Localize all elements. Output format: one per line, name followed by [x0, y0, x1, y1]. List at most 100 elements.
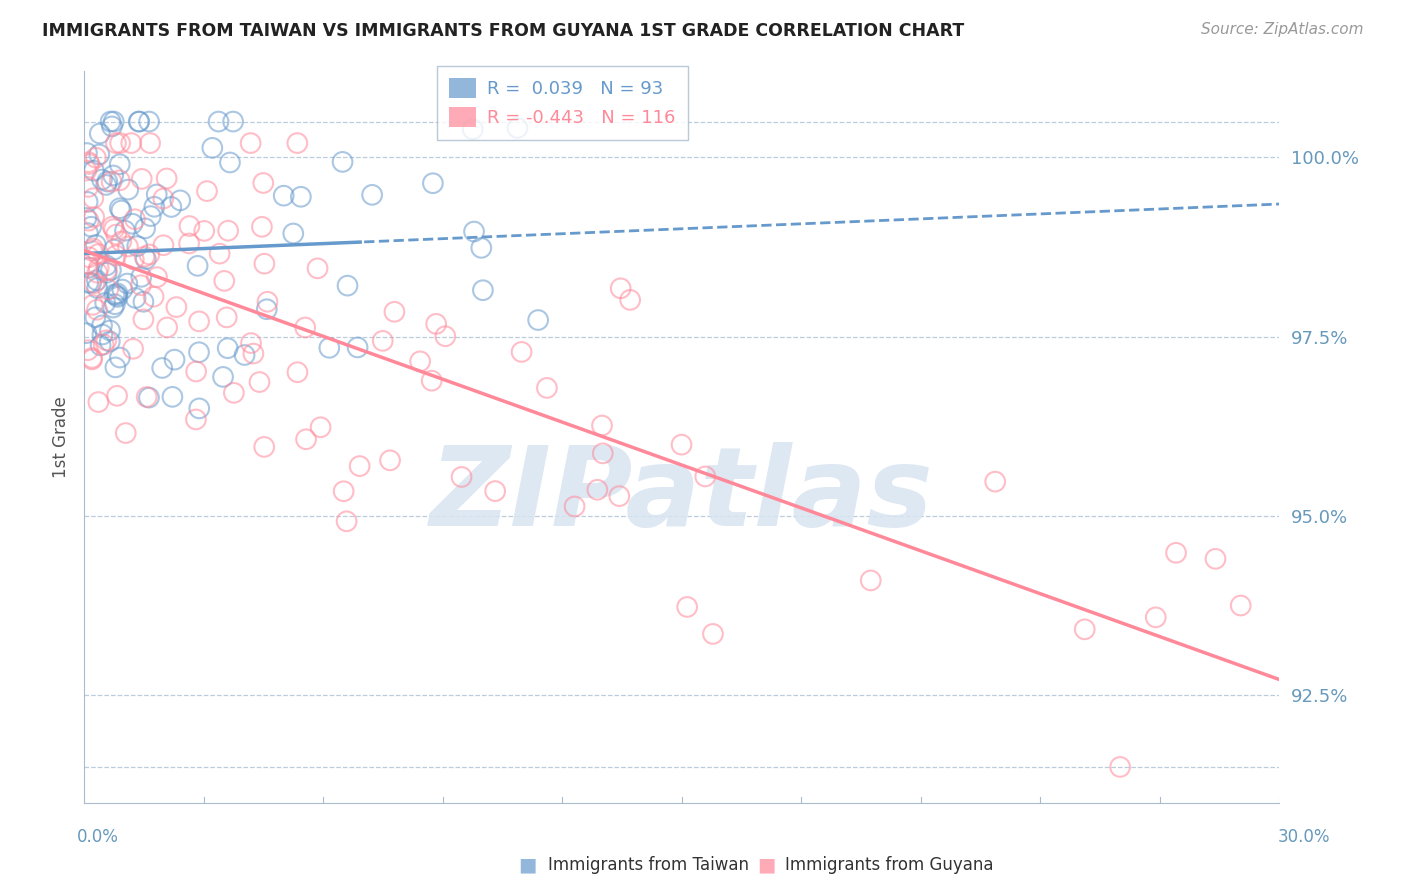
- Point: [207, 114, 229, 128]
- Text: Immigrants from Taiwan: Immigrants from Taiwan: [548, 856, 749, 874]
- Point: [283, 227, 305, 241]
- Point: [76, 146, 98, 161]
- Point: [249, 375, 271, 389]
- Point: [96, 259, 118, 273]
- Point: [139, 209, 162, 223]
- Point: [510, 345, 533, 359]
- Text: ■: ■: [517, 855, 537, 875]
- Point: [222, 385, 245, 400]
- Point: [138, 391, 160, 405]
- Point: [101, 301, 124, 315]
- Point: [201, 141, 224, 155]
- Point: [100, 114, 122, 128]
- Point: [222, 114, 245, 128]
- Point: [138, 114, 160, 128]
- Point: [134, 221, 156, 235]
- Point: [984, 475, 1007, 489]
- Point: [80, 276, 103, 290]
- Point: [619, 293, 641, 307]
- Text: IMMIGRANTS FROM TAIWAN VS IMMIGRANTS FROM GUYANA 1ST GRADE CORRELATION CHART: IMMIGRANTS FROM TAIWAN VS IMMIGRANTS FRO…: [42, 22, 965, 40]
- Point: [349, 459, 371, 474]
- Point: [309, 420, 332, 434]
- Point: [152, 238, 174, 252]
- Point: [103, 243, 125, 257]
- Point: [378, 453, 401, 467]
- Point: [131, 172, 153, 186]
- Point: [86, 302, 108, 317]
- Point: [103, 222, 125, 236]
- Point: [163, 352, 186, 367]
- Point: [536, 381, 558, 395]
- Point: [156, 320, 179, 334]
- Point: [82, 242, 104, 256]
- Point: [80, 351, 103, 365]
- Point: [332, 154, 354, 169]
- Point: [76, 194, 98, 209]
- Text: Immigrants from Guyana: Immigrants from Guyana: [785, 856, 993, 874]
- Point: [114, 224, 136, 238]
- Point: [208, 246, 231, 260]
- Point: [96, 263, 118, 277]
- Point: [463, 225, 485, 239]
- Point: [1205, 551, 1227, 566]
- Point: [138, 247, 160, 261]
- Point: [179, 219, 201, 233]
- Point: [695, 469, 717, 483]
- Point: [108, 136, 131, 150]
- Point: [195, 184, 218, 198]
- Point: [240, 336, 263, 351]
- Point: [129, 278, 152, 293]
- Point: [233, 348, 256, 362]
- Point: [212, 370, 235, 384]
- Point: [671, 438, 693, 452]
- Legend: R =  0.039   N = 93, R = -0.443   N = 116: R = 0.039 N = 93, R = -0.443 N = 116: [437, 66, 688, 140]
- Point: [253, 257, 276, 271]
- Point: [132, 312, 155, 326]
- Point: [586, 483, 609, 497]
- Point: [859, 574, 882, 588]
- Point: [75, 326, 97, 340]
- Point: [105, 248, 128, 262]
- Point: [104, 136, 127, 150]
- Point: [87, 247, 110, 261]
- Point: [90, 338, 112, 352]
- Point: [75, 211, 97, 225]
- Point: [101, 219, 124, 234]
- Point: [91, 172, 114, 186]
- Point: [77, 250, 100, 264]
- Point: [83, 210, 105, 224]
- Point: [361, 187, 384, 202]
- Point: [100, 263, 122, 277]
- Point: [307, 261, 329, 276]
- Point: [77, 155, 100, 169]
- Point: [93, 337, 115, 351]
- Y-axis label: 1st Grade: 1st Grade: [52, 396, 70, 478]
- Point: [217, 224, 239, 238]
- Point: [165, 300, 187, 314]
- Point: [214, 274, 236, 288]
- Point: [77, 157, 100, 171]
- Point: [162, 390, 184, 404]
- Point: [84, 238, 107, 252]
- Point: [117, 183, 139, 197]
- Point: [131, 269, 153, 284]
- Point: [111, 283, 134, 297]
- Point: [607, 489, 630, 503]
- Point: [184, 364, 207, 378]
- Point: [101, 120, 124, 134]
- Point: [564, 500, 586, 514]
- Point: [461, 122, 484, 136]
- Point: [239, 136, 262, 150]
- Point: [124, 291, 146, 305]
- Point: [86, 281, 108, 295]
- Point: [188, 314, 211, 328]
- Point: [702, 627, 724, 641]
- Point: [256, 294, 278, 309]
- Point: [97, 283, 120, 297]
- Point: [94, 178, 117, 192]
- Point: [77, 343, 100, 358]
- Point: [87, 395, 110, 409]
- Point: [107, 286, 129, 301]
- Point: [103, 287, 125, 301]
- Point: [100, 175, 122, 189]
